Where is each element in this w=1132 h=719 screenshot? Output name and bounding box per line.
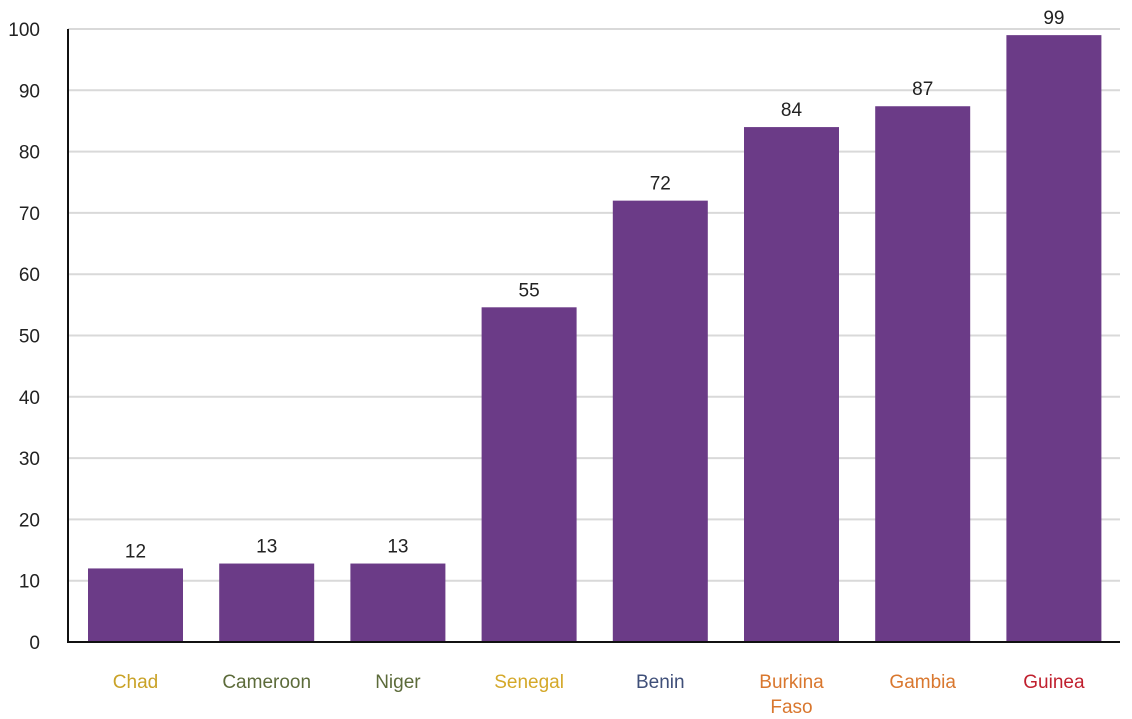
x-tick-label: Senegal [494,672,564,693]
data-label: 12 [125,541,146,562]
x-tick-label: Benin [636,672,685,693]
data-label: 13 [387,537,408,558]
data-label: 84 [781,100,803,121]
y-tick-label: 0 [29,633,40,654]
y-tick-label: 50 [19,327,40,348]
x-tick-label: Gambia [889,672,956,693]
x-tick-label: Guinea [1023,672,1085,693]
axes [67,29,1120,643]
data-label: 55 [519,280,540,301]
bar-benin [612,200,708,642]
labels: 0 10 20 30 40 50 60 70 80 90 100 12 Chad 13 Cameroon 13… [8,8,1085,718]
data-label: 13 [256,537,277,558]
x-tick-label: Niger [375,672,421,693]
bar-senegal [481,307,577,642]
y-tick-label: 40 [19,388,40,409]
x-tick-label: Faso [770,697,812,718]
bar-chad [88,568,183,642]
bar-cameroon [219,563,315,642]
x-tick-label: Burkina [759,672,824,693]
bars [88,35,1102,643]
bar-burkina-faso [744,127,839,642]
y-tick-label: 60 [19,265,40,286]
y-tick-label: 70 [19,204,40,225]
x-tick-label: Chad [113,672,158,693]
y-tick-label: 90 [19,81,40,102]
y-tick-label: 20 [19,510,40,531]
y-tick-label: 30 [19,449,40,470]
data-label: 99 [1043,8,1064,29]
y-tick-label: 10 [19,572,40,593]
gridlines [68,28,1120,582]
data-label: 87 [912,79,933,100]
y-tick-label: 100 [8,20,40,41]
bar-gambia [875,106,971,643]
bar-niger [350,563,446,642]
x-tick-label: Cameroon [222,672,311,693]
y-tick-label: 80 [19,143,40,164]
data-label: 72 [650,174,671,195]
bar-guinea [1006,35,1102,642]
